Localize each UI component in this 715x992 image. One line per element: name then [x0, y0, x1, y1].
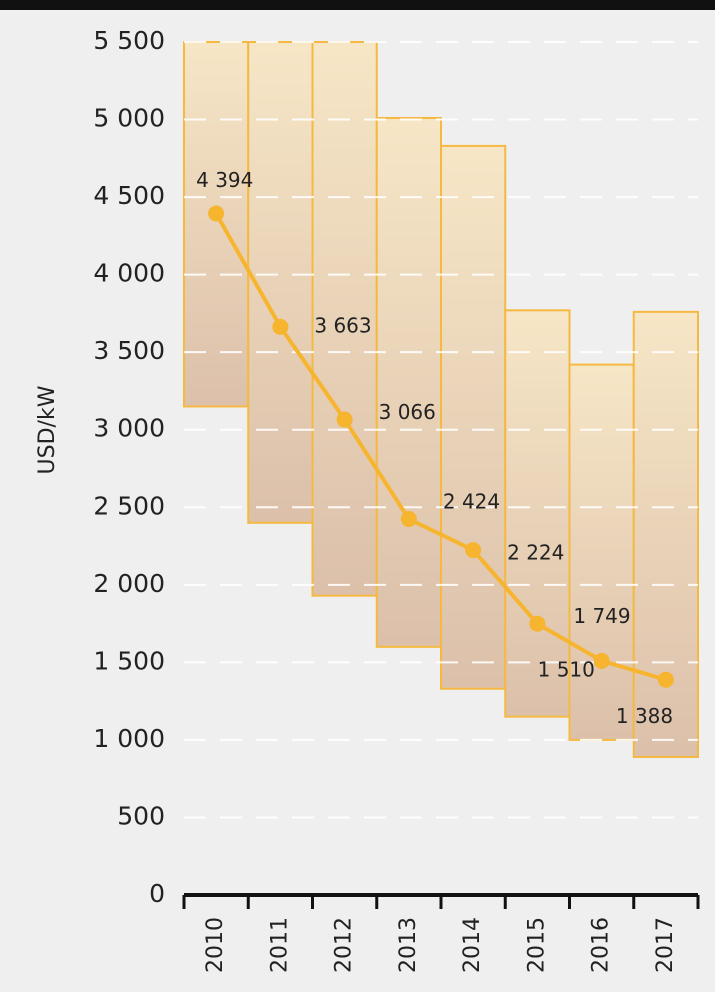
y-tick-label: 500 — [117, 801, 165, 830]
data-label: 3 066 — [379, 400, 436, 424]
x-tick-label: 2012 — [332, 917, 357, 973]
point — [657, 671, 674, 688]
x-tick-label: 2013 — [396, 917, 421, 973]
data-label: 2 224 — [507, 541, 564, 565]
point — [465, 542, 482, 559]
data-label: 3 663 — [314, 313, 371, 337]
range-bar — [440, 144, 507, 690]
y-tick-label: 3 000 — [93, 414, 165, 443]
y-tick-label: 2 500 — [93, 491, 165, 520]
data-label: 4 394 — [196, 168, 253, 192]
y-tick-label: 5 500 — [93, 26, 165, 55]
point — [208, 205, 225, 222]
range-bar — [568, 363, 635, 741]
y-tick-label: 5 000 — [93, 104, 165, 133]
y-tick-label: 1 000 — [93, 724, 165, 753]
data-label: 1 510 — [538, 657, 595, 681]
range-bar — [504, 309, 571, 718]
x-tick-label: 2016 — [589, 917, 614, 973]
x-tick-label: 2014 — [460, 917, 485, 973]
range-bar — [375, 116, 442, 648]
point — [272, 318, 289, 335]
range-bar — [247, 41, 314, 524]
range-bar — [183, 41, 250, 408]
y-tick-label: 4 500 — [93, 181, 165, 210]
y-tick-label: 4 000 — [93, 259, 165, 288]
x-tick-label: 2010 — [203, 917, 228, 973]
point — [336, 411, 353, 428]
y-tick-label: 2 000 — [93, 569, 165, 598]
data-label: 2 424 — [443, 490, 500, 514]
point — [593, 652, 610, 669]
y-tick-label: 3 500 — [93, 336, 165, 365]
line — [214, 212, 667, 682]
point — [400, 511, 417, 528]
y-tick-label: 0 — [149, 879, 165, 908]
x-tick-label: 2015 — [524, 917, 549, 973]
x-tick-label: 2017 — [653, 917, 678, 973]
y-tick-label: 1 500 — [93, 646, 165, 675]
x-tick-label: 2011 — [267, 917, 292, 973]
point — [529, 615, 546, 632]
data-label: 1 749 — [573, 604, 630, 628]
y-axis-label: USD/kW — [35, 385, 60, 474]
top-border — [0, 0, 715, 10]
range-bar — [632, 310, 699, 758]
data-label: 1 388 — [616, 704, 673, 728]
